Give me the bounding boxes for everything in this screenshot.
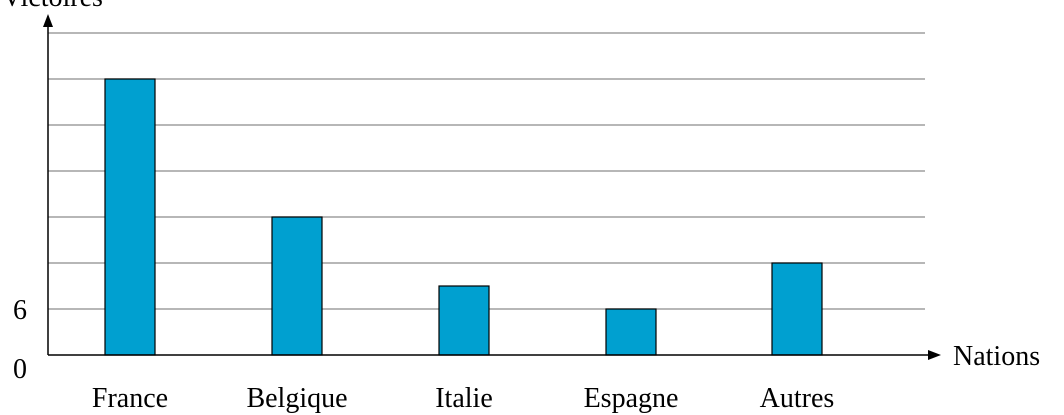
x-axis-arrow (928, 350, 941, 360)
x-axis-label: Nations (953, 341, 1040, 372)
y-tick-label: 0 (13, 354, 27, 385)
bar-france (104, 78, 156, 356)
y-axis-label: Victoires (2, 0, 103, 13)
x-tick-labels: France Belgique Italie Espagne Autres (92, 383, 834, 414)
bar-autres (771, 262, 823, 356)
bar-italie (438, 285, 490, 356)
x-tick-label: France (92, 383, 168, 414)
x-tick-label: Autres (760, 383, 835, 414)
x-tick-label: Italie (435, 383, 493, 414)
bar-espagne (605, 308, 657, 356)
y-axis-arrow (43, 14, 53, 27)
gridlines (48, 32, 925, 310)
x-tick-label: Belgique (246, 383, 347, 414)
bar-belgique (271, 216, 323, 356)
y-tick-label: 6 (13, 295, 27, 326)
x-tick-label: Espagne (584, 383, 679, 414)
y-tick-labels: 06 (13, 295, 27, 385)
